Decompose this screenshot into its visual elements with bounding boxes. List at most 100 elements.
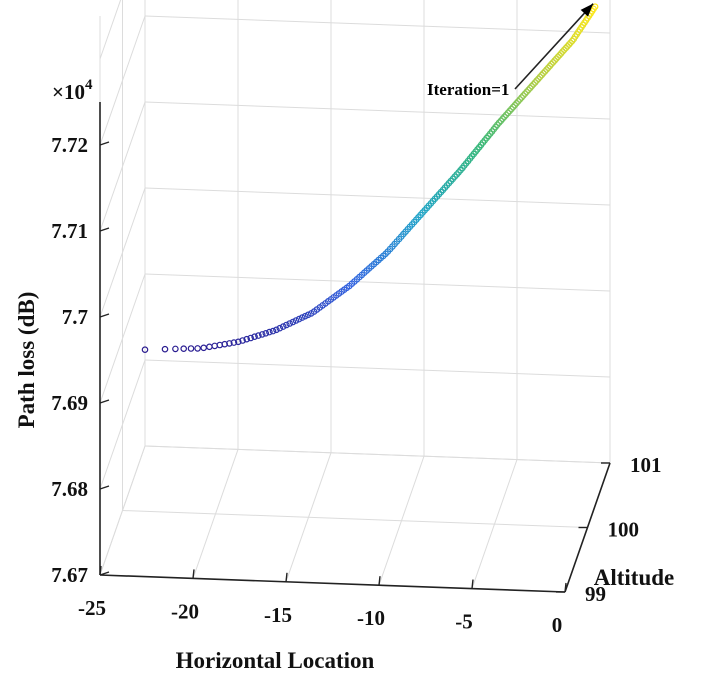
data-point (141, 346, 149, 354)
data-point (235, 338, 242, 346)
data-point (279, 323, 287, 330)
data-point (523, 88, 531, 96)
data-point (230, 339, 238, 346)
data-point (255, 332, 262, 339)
x-tick-label: -25 (78, 596, 106, 620)
annotation: Iteration=1 (427, 3, 594, 99)
z-tick-mark (99, 571, 110, 576)
data-point (243, 335, 251, 343)
data-point (567, 39, 574, 47)
data-point (551, 57, 559, 64)
y-axis-label: Altitude (594, 565, 675, 590)
data-point (289, 318, 297, 326)
data-point (516, 96, 524, 103)
data-point (187, 345, 195, 352)
z-tick-mark (99, 485, 110, 490)
x-tick-mark (564, 582, 567, 593)
z-tick-label: 7.71 (51, 219, 88, 243)
z-multiplier: ×10 (52, 80, 85, 104)
z-exponent-label: ×104 (52, 77, 93, 104)
data-point (533, 77, 541, 84)
x-tick-mark (378, 576, 381, 586)
data-point (295, 315, 303, 323)
gridline-back-horizontal (144, 101, 611, 120)
data-point (501, 113, 508, 121)
data-point (541, 68, 549, 75)
data-point (200, 344, 208, 352)
data-point (549, 58, 557, 66)
x-tick-mark (192, 569, 195, 579)
data-point (521, 90, 529, 98)
data-point (251, 333, 258, 341)
y-tick-label: 99 (585, 582, 606, 606)
gridline-floor-y (122, 510, 588, 528)
y-tick-label: 100 (608, 518, 640, 542)
annotation-text: Iteration=1 (427, 80, 509, 99)
data-point (226, 340, 233, 347)
gridline-back-horizontal (144, 273, 611, 292)
data-point (206, 343, 213, 351)
x-axis-line (99, 574, 566, 593)
x-tick-label: -10 (357, 606, 385, 630)
data-point (161, 345, 169, 353)
data-point (276, 324, 284, 332)
data-point (286, 320, 294, 327)
x-tick-label: -15 (264, 603, 292, 627)
data-point (247, 334, 255, 342)
z-tick-mark (99, 313, 110, 318)
x-tick-mark (471, 579, 474, 589)
gridline-side-horizontal (99, 273, 146, 404)
data-point (262, 329, 270, 337)
x-tick-label: 0 (552, 613, 563, 637)
z-tick-label: 7.72 (51, 133, 88, 157)
data-point (292, 317, 300, 324)
x-axis-label: Horizontal Location (176, 648, 375, 673)
data-point (513, 99, 520, 107)
axis-layer (99, 102, 611, 593)
data-point (211, 342, 219, 350)
data-point (508, 105, 515, 113)
z-tick-mark (99, 141, 110, 146)
gridline-side-horizontal (99, 187, 146, 318)
data-point (239, 337, 246, 344)
z-tick-label: 7.67 (51, 563, 88, 587)
tick-label-layer: 7.67 7.68 7.69 7.7 7.71 7.72 -25 -20 -15 -10 -5 0 99… (51, 133, 661, 637)
x-tick-label: -5 (455, 610, 473, 634)
data-point (536, 73, 544, 81)
data-point (548, 60, 555, 68)
z-axis-label: Path loss (dB) (14, 292, 39, 429)
data-point (269, 327, 277, 335)
x-tick-mark (285, 572, 288, 582)
data-point (530, 81, 537, 88)
data-point (509, 103, 517, 111)
scatter-points (141, 3, 599, 354)
data-point (514, 98, 522, 105)
data-point (591, 3, 599, 10)
data-point (525, 86, 532, 94)
data-point (221, 340, 229, 348)
data-point (495, 119, 503, 127)
data-point (562, 44, 570, 52)
data-point (258, 331, 266, 338)
gridline-side-horizontal (99, 15, 146, 146)
x-tick-mark (99, 565, 102, 576)
z-tick-label: 7.68 (51, 477, 88, 501)
z-tick-label: 7.69 (51, 391, 88, 415)
gridline-back-horizontal (144, 187, 611, 206)
data-point (273, 326, 280, 334)
gridline-side-horizontal (99, 101, 146, 232)
gridline-floor-y (144, 445, 611, 464)
gridline-back-horizontal (144, 15, 611, 34)
data-point (528, 82, 536, 90)
data-point (539, 69, 547, 77)
data-point (180, 345, 188, 353)
data-point (543, 66, 550, 73)
gridline-side-horizontal (99, 359, 146, 490)
data-point (283, 321, 290, 329)
annotation-arrow-head (580, 3, 594, 17)
z-tick-mark (99, 227, 110, 232)
data-point (266, 328, 273, 336)
z-tick-label: 7.7 (62, 305, 88, 329)
data-point (194, 345, 201, 352)
